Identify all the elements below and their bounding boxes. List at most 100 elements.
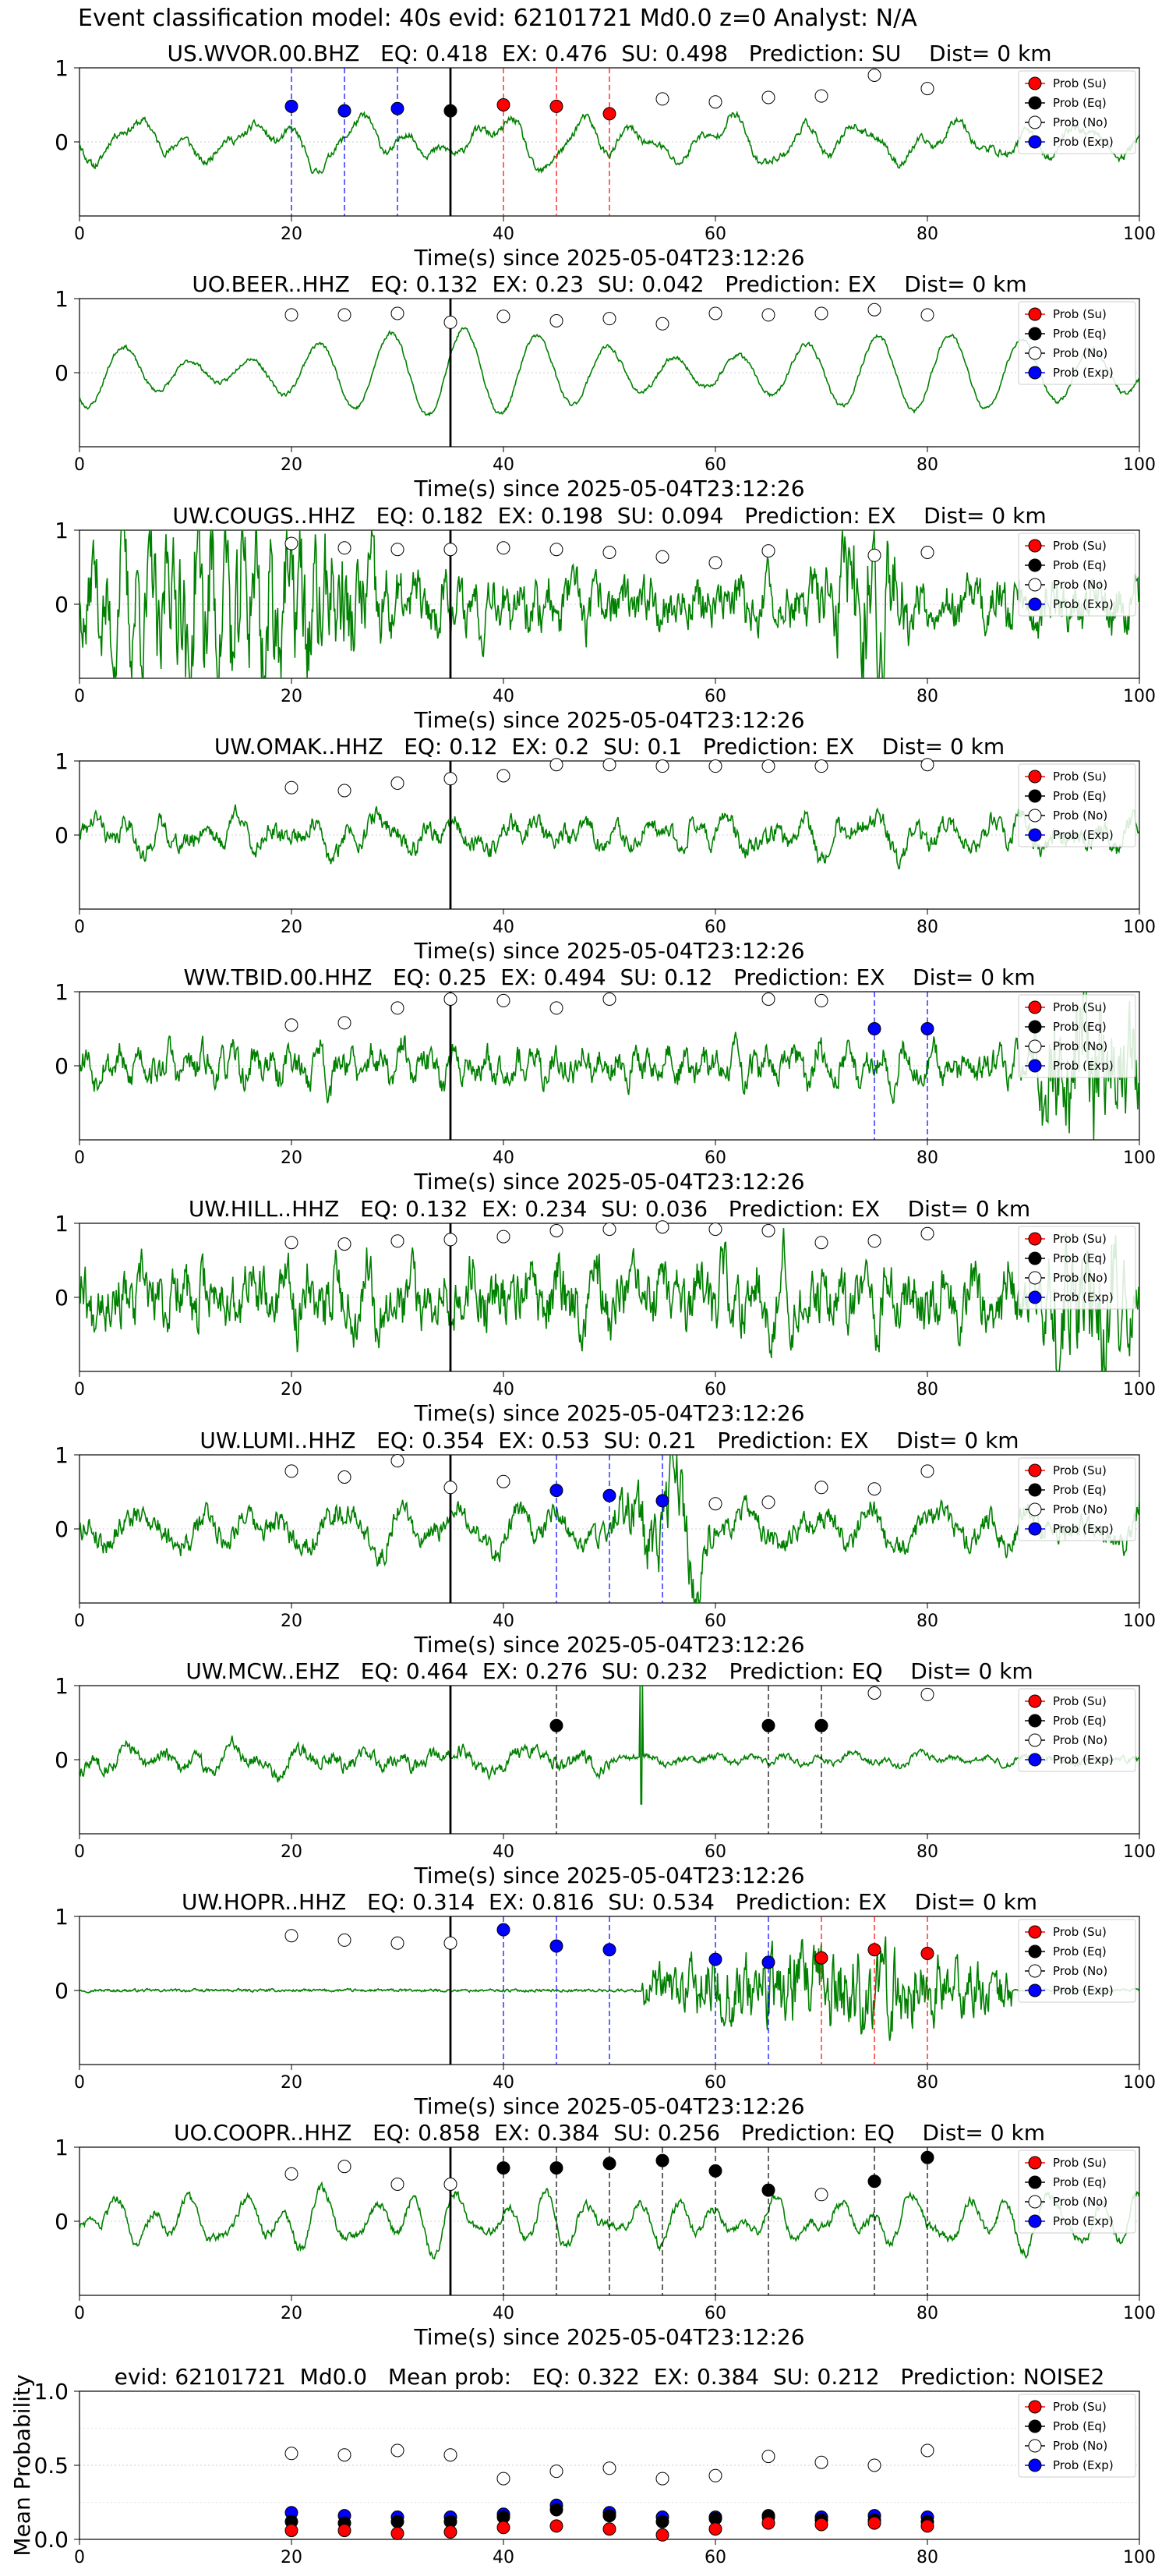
prob-marker-no bbox=[867, 69, 881, 82]
x-axis-label: Time(s) since 2025-05-04T23:12:26 bbox=[413, 245, 804, 271]
legend-marker-eq bbox=[1028, 96, 1042, 110]
legend-label-no: Prob (No) bbox=[1053, 1502, 1107, 1516]
x-tick-label: 40 bbox=[493, 2073, 514, 2093]
station-panel-9: 0 20 40 60 80 100 0 1 UW.HOPR..HHZ EQ: 0.314 EX:… bbox=[55, 1889, 1156, 2119]
x-tick-label: 100 bbox=[1123, 1148, 1156, 1168]
prob-marker-no bbox=[867, 1234, 881, 1248]
legend-marker-exp bbox=[1028, 597, 1042, 611]
x-axis-label: Time(s) since 2025-05-04T23:12:26 bbox=[413, 2093, 804, 2119]
prob-marker-exp bbox=[549, 1939, 563, 1953]
legend-label-no: Prob (No) bbox=[1053, 1039, 1107, 1053]
legend-label-exp: Prob (Exp) bbox=[1053, 2214, 1114, 2228]
mean-prob-marker-eq bbox=[549, 2503, 563, 2517]
subplot-title: UW.OMAK..HHZ EQ: 0.12 EX: 0.2 SU: 0.1 Pr… bbox=[214, 734, 1005, 759]
legend-marker-su bbox=[1028, 770, 1042, 784]
legend-box bbox=[1018, 763, 1136, 847]
prob-marker-no bbox=[708, 556, 722, 570]
legend-label-eq: Prob (Eq) bbox=[1053, 1020, 1107, 1034]
prob-marker-no bbox=[920, 1226, 934, 1240]
station-panel-3: 0 20 40 60 80 100 0 1 UW.COUGS..HHZ EQ: 0.182 EX… bbox=[55, 503, 1156, 733]
prob-marker-no bbox=[443, 543, 457, 557]
legend-marker-no bbox=[1028, 346, 1042, 360]
y-tick-label: 0.5 bbox=[34, 2453, 69, 2479]
legend-marker-eq bbox=[1028, 327, 1042, 341]
prob-marker-eq bbox=[443, 104, 457, 118]
x-tick-label: 100 bbox=[1123, 1612, 1156, 1631]
prob-marker-eq bbox=[496, 2161, 510, 2175]
prob-marker-no bbox=[814, 1481, 828, 1495]
y-tick-label: 0 bbox=[55, 360, 69, 386]
x-tick-label: 20 bbox=[281, 687, 302, 706]
prob-marker-no bbox=[708, 759, 722, 773]
legend-marker-no bbox=[1028, 2195, 1042, 2209]
prob-marker-no bbox=[443, 993, 457, 1006]
x-axis-label: Time(s) since 2025-05-04T23:12:26 bbox=[413, 1169, 804, 1194]
prob-marker-no bbox=[814, 993, 828, 1007]
x-tick-label: 40 bbox=[493, 225, 514, 244]
legend-label-su: Prob (Su) bbox=[1053, 539, 1107, 553]
y-tick-label: 1 bbox=[55, 2135, 69, 2160]
prob-marker-no bbox=[761, 993, 775, 1006]
subplot-title: UW.LUMI..HHZ EQ: 0.354 EX: 0.53 SU: 0.21… bbox=[200, 1428, 1019, 1453]
legend-box bbox=[1018, 301, 1136, 385]
prob-marker-no bbox=[655, 1220, 669, 1234]
prob-marker-no bbox=[920, 1464, 934, 1478]
mean-prob-marker-no bbox=[284, 2447, 298, 2461]
legend-label-exp: Prob (Exp) bbox=[1053, 1753, 1114, 1767]
x-tick-label: 60 bbox=[705, 455, 726, 475]
prob-marker-no bbox=[390, 777, 404, 790]
legend-label-no: Prob (No) bbox=[1053, 1964, 1107, 1978]
mean-prob-marker-eq bbox=[655, 2514, 669, 2528]
legend-label-no: Prob (No) bbox=[1053, 809, 1107, 823]
legend-label-no: Prob (No) bbox=[1053, 2439, 1107, 2453]
mean-prob-marker-su bbox=[443, 2525, 457, 2539]
subplot-title: UW.HILL..HHZ EQ: 0.132 EX: 0.234 SU: 0.0… bbox=[189, 1196, 1030, 1222]
y-tick-label: 1 bbox=[55, 748, 69, 774]
legend-label-exp: Prob (Exp) bbox=[1053, 135, 1114, 149]
legend-label-su: Prob (Su) bbox=[1053, 770, 1107, 784]
legend-marker-no bbox=[1028, 1039, 1042, 1053]
y-tick-label: 1 bbox=[55, 1673, 69, 1699]
mean-prob-marker-su bbox=[496, 2521, 510, 2535]
prob-marker-no bbox=[920, 82, 934, 96]
subplot-title: evid: 62101721 Md0.0 Mean prob: EQ: 0.32… bbox=[115, 2364, 1105, 2390]
prob-marker-no bbox=[549, 543, 563, 557]
prob-marker-su bbox=[920, 1947, 934, 1960]
legend-label-exp: Prob (Exp) bbox=[1053, 1059, 1114, 1073]
legend-marker-su bbox=[1028, 539, 1042, 553]
y-tick-label: 0.0 bbox=[34, 2527, 69, 2553]
mean-prob-marker-su bbox=[655, 2528, 669, 2542]
prob-marker-no bbox=[443, 315, 457, 329]
legend-box bbox=[1018, 1226, 1136, 1310]
x-tick-label: 80 bbox=[916, 2304, 938, 2323]
subplot-title: UO.COOPR..HHZ EQ: 0.858 EX: 0.384 SU: 0.… bbox=[174, 2120, 1045, 2146]
x-tick-label: 80 bbox=[916, 455, 938, 475]
legend-label-no: Prob (No) bbox=[1053, 1733, 1107, 1747]
prob-marker-no bbox=[549, 314, 563, 327]
prob-marker-exp bbox=[602, 1488, 616, 1502]
prob-marker-no bbox=[920, 758, 934, 772]
x-tick-label: 60 bbox=[705, 1612, 726, 1631]
waveform-trace bbox=[79, 804, 1139, 870]
station-panel-6: 0 20 40 60 80 100 0 1 UW.HILL..HHZ EQ: 0.132 EX:… bbox=[55, 1196, 1156, 1426]
prob-marker-no bbox=[284, 1929, 298, 1943]
legend-box bbox=[1018, 533, 1136, 617]
subplot-title: WW.TBID.00.HHZ EQ: 0.25 EX: 0.494 SU: 0.… bbox=[183, 964, 1035, 990]
waveform-trace bbox=[79, 327, 1139, 417]
prob-marker-no bbox=[814, 306, 828, 320]
x-axis-label: Time(s) since 2025-05-04T23:12:26 bbox=[413, 476, 804, 501]
prob-marker-exp bbox=[337, 104, 351, 118]
legend-label-eq: Prob (Eq) bbox=[1053, 1714, 1107, 1728]
y-tick-label: 0 bbox=[55, 1516, 69, 1542]
prob-marker-eq bbox=[708, 2164, 722, 2178]
mean-prob-marker-no bbox=[443, 2448, 457, 2462]
prob-marker-no bbox=[390, 1936, 404, 1950]
y-tick-label: 1 bbox=[55, 1442, 69, 1468]
prob-marker-no bbox=[284, 2167, 298, 2181]
x-tick-label: 0 bbox=[74, 1612, 85, 1631]
x-tick-label: 20 bbox=[281, 1148, 302, 1168]
prob-marker-no bbox=[549, 758, 563, 772]
prob-marker-no bbox=[867, 303, 881, 317]
x-tick-label: 60 bbox=[705, 2548, 726, 2567]
legend-label-eq: Prob (Eq) bbox=[1053, 2175, 1107, 2189]
